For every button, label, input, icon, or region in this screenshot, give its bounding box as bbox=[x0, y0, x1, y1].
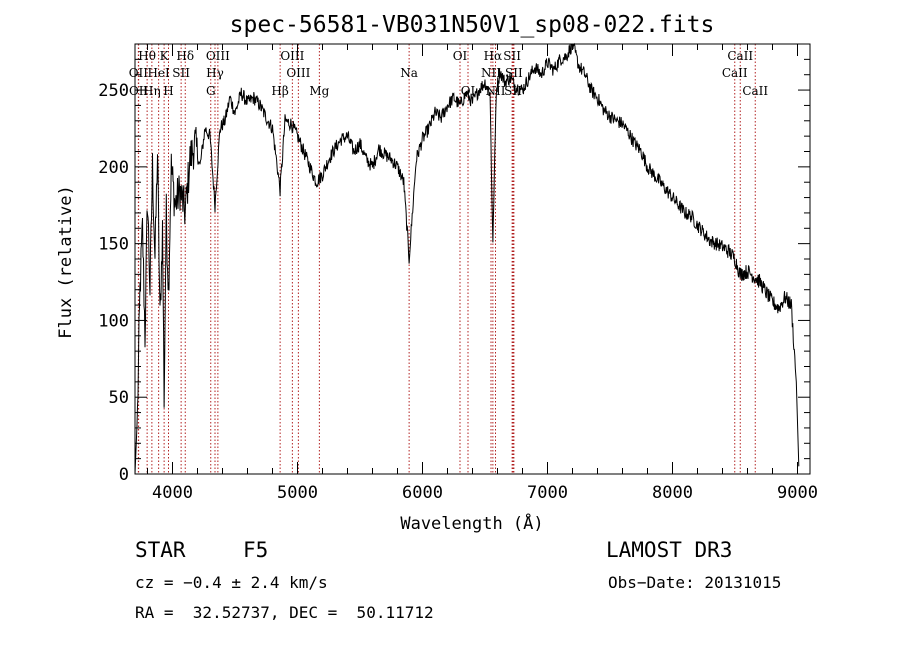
spectral-line-label: OII bbox=[129, 84, 149, 98]
spectral-line-label: Hδ bbox=[176, 49, 194, 63]
spectral-line-label: OI bbox=[453, 49, 468, 63]
x-tick-label: 7000 bbox=[527, 483, 568, 503]
spectral-line-label: SII bbox=[503, 49, 521, 63]
y-tick-label: 50 bbox=[109, 388, 129, 408]
spectral-line-label: G bbox=[206, 84, 216, 98]
spectral-line-label: Na bbox=[400, 66, 418, 80]
spectral-line-label: Hγ bbox=[206, 66, 224, 80]
x-tick-label: 6000 bbox=[402, 483, 443, 503]
y-tick-label: 200 bbox=[98, 158, 129, 178]
subclass: F5 bbox=[243, 538, 269, 562]
spectral-line-label: OIII bbox=[286, 66, 310, 80]
spectral-line-label: OIII bbox=[206, 49, 230, 63]
velocity-readout: cz = −0.4 ± 2.4 km/s bbox=[135, 573, 328, 592]
flux-series bbox=[134, 42, 800, 475]
spectral-line-label: Hα bbox=[484, 49, 503, 63]
spectral-line-label: Hη bbox=[143, 84, 161, 98]
y-tick-label: 250 bbox=[98, 81, 129, 101]
spectral-line-label: K bbox=[160, 49, 170, 63]
spectral-line-label: HeI bbox=[147, 66, 170, 80]
axis-ticks: 4000 5000 6000 7000 8000 9000 0 50 100 150 200 250 bbox=[98, 44, 818, 503]
spectral-line-label: SII bbox=[172, 66, 190, 80]
survey-name: LAMOST DR3 bbox=[606, 538, 733, 562]
x-tick-label: 5000 bbox=[277, 483, 318, 503]
chart-title: spec-56581-VB031N50V1_sp08-022.fits bbox=[230, 12, 715, 38]
x-tick-label: 9000 bbox=[777, 483, 818, 503]
object-type: STAR bbox=[135, 538, 186, 562]
coordinates: RA = 32.52737, DEC = 50.11712 bbox=[135, 603, 434, 622]
spectral-line-label: NII bbox=[481, 66, 501, 80]
spectral-line-label: CaII bbox=[742, 84, 768, 98]
flux-line bbox=[134, 42, 800, 475]
y-tick-label: 150 bbox=[98, 235, 129, 255]
x-tick-label: 8000 bbox=[652, 483, 693, 503]
spectral-line-label: Hθ bbox=[138, 49, 156, 63]
x-tick-label: 4000 bbox=[152, 483, 193, 503]
y-tick-label: 0 bbox=[119, 465, 129, 485]
y-tick-label: 100 bbox=[98, 311, 129, 331]
spectral-line-markers bbox=[137, 44, 756, 474]
spectral-line-label: OII bbox=[129, 66, 149, 80]
spectral-line-label: Hβ bbox=[271, 84, 288, 98]
spectral-line-label: NII bbox=[486, 84, 506, 98]
spectral-line-label: Mg bbox=[309, 84, 329, 98]
x-axis-label: Wavelength (Å) bbox=[400, 512, 543, 534]
y-axis-label: Flux (relative) bbox=[56, 185, 76, 339]
spectral-line-label: CaII bbox=[727, 49, 753, 63]
observation-date: Obs−Date: 20131015 bbox=[608, 573, 782, 592]
spectral-line-label: H bbox=[163, 84, 173, 98]
spectral-line-label: OIII bbox=[280, 49, 304, 63]
spectral-line-label: CaII bbox=[722, 66, 748, 80]
